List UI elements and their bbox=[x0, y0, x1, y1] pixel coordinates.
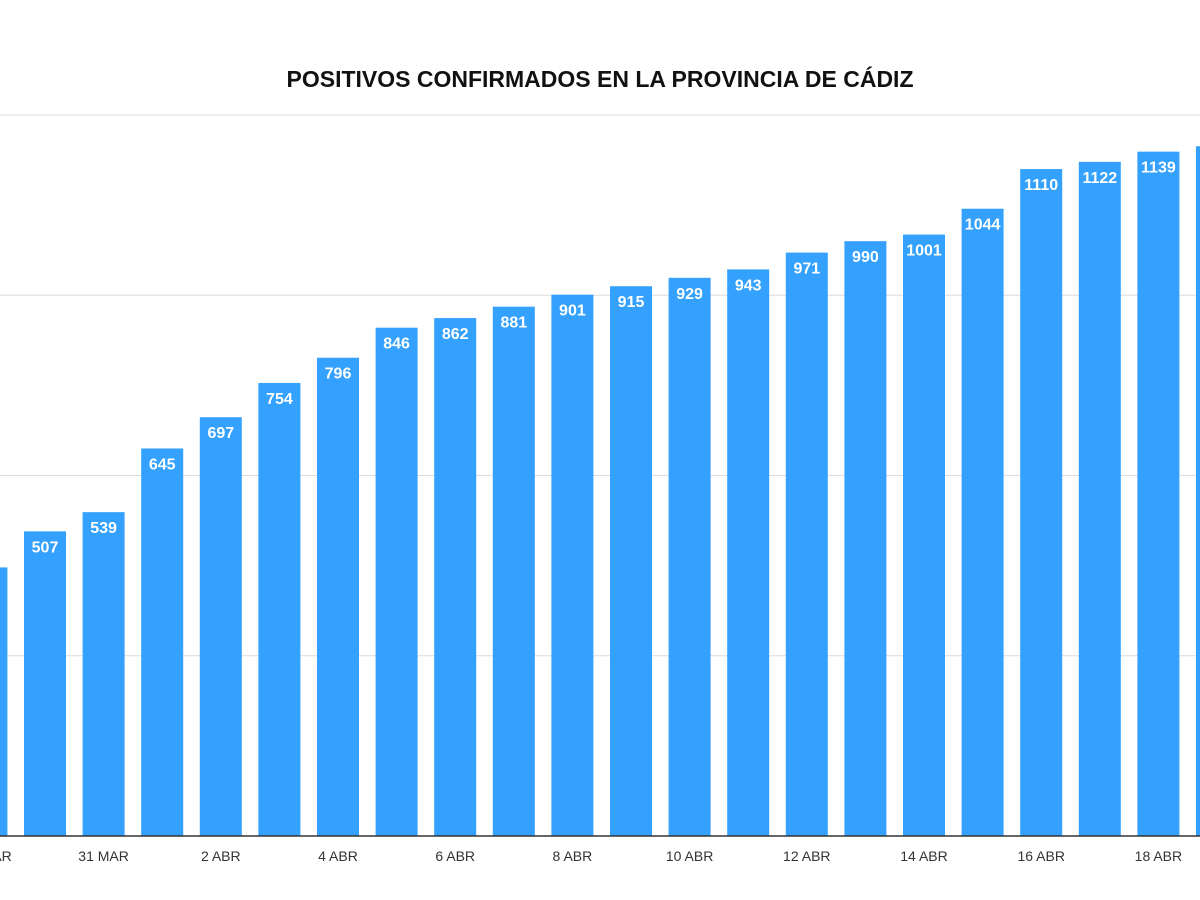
x-tick-label: 31 MAR bbox=[78, 848, 129, 864]
data-label: 507 bbox=[32, 539, 59, 556]
bar bbox=[434, 318, 477, 836]
data-label: 915 bbox=[618, 294, 645, 311]
data-label: 971 bbox=[793, 261, 820, 278]
bar bbox=[199, 417, 242, 836]
x-tick-label: 10 ABR bbox=[666, 848, 713, 864]
x-tick-label: 18 ABR bbox=[1135, 848, 1182, 864]
bar bbox=[785, 252, 828, 837]
x-tick-label: 4 ABR bbox=[318, 848, 358, 864]
bar bbox=[141, 448, 184, 836]
bar bbox=[668, 277, 711, 837]
x-tick-label: 14 ABR bbox=[900, 848, 947, 864]
x-tick-label: 2 ABR bbox=[201, 848, 241, 864]
bar bbox=[24, 531, 66, 836]
data-label: 846 bbox=[383, 336, 410, 353]
chart-title: POSITIVOS CONFIRMADOS EN LA PROVINCIA DE… bbox=[286, 66, 914, 92]
bar bbox=[317, 357, 359, 836]
data-label: 1139 bbox=[1141, 160, 1176, 177]
bar bbox=[551, 294, 594, 836]
data-label: 929 bbox=[676, 286, 703, 303]
x-tick-label: 8 ABR bbox=[553, 848, 593, 864]
data-label: 1110 bbox=[1024, 177, 1058, 194]
bar bbox=[82, 512, 125, 836]
bar bbox=[1020, 169, 1063, 836]
data-label: 1122 bbox=[1082, 170, 1117, 187]
bar bbox=[0, 567, 8, 836]
data-label: 645 bbox=[149, 456, 176, 473]
data-label: 901 bbox=[559, 303, 586, 320]
data-label: 881 bbox=[500, 315, 527, 332]
bar bbox=[610, 286, 652, 836]
data-label: 990 bbox=[852, 249, 879, 266]
x-tick-label: 16 ABR bbox=[1017, 848, 1064, 864]
bar bbox=[1137, 151, 1180, 837]
data-label: 862 bbox=[442, 326, 469, 343]
bar bbox=[1196, 146, 1200, 836]
bar bbox=[375, 327, 418, 836]
x-tick-label: 6 ABR bbox=[435, 848, 475, 864]
bar bbox=[961, 208, 1004, 837]
data-label: 539 bbox=[90, 520, 117, 537]
bar bbox=[258, 382, 301, 836]
data-label: 796 bbox=[325, 366, 352, 383]
x-tick-label: 12 ABR bbox=[783, 848, 830, 864]
bar bbox=[727, 269, 770, 836]
bar bbox=[492, 306, 535, 836]
x-tick-label: 29 MAR bbox=[0, 848, 12, 864]
bar bbox=[1078, 161, 1121, 837]
data-label: 1001 bbox=[906, 243, 942, 260]
data-label: 697 bbox=[207, 425, 234, 442]
data-label: 1044 bbox=[965, 217, 1001, 234]
data-label: 943 bbox=[735, 277, 762, 294]
data-label: 754 bbox=[266, 391, 293, 408]
bar bbox=[844, 241, 887, 837]
bar bbox=[903, 234, 945, 837]
